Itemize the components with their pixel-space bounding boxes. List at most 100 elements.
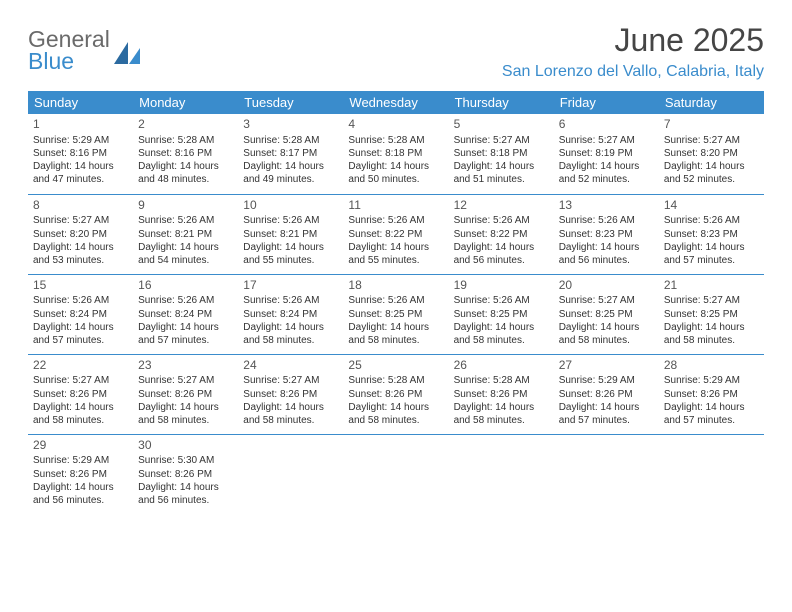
day-cell xyxy=(659,434,764,514)
sunset-text: Sunset: 8:18 PM xyxy=(348,147,443,160)
daylight-text: and 55 minutes. xyxy=(243,254,338,267)
sunrise-text: Sunrise: 5:26 AM xyxy=(348,214,443,227)
day-cell: 12Sunrise: 5:26 AMSunset: 8:22 PMDayligh… xyxy=(449,194,554,274)
daylight-text: and 57 minutes. xyxy=(664,254,759,267)
daylight-text: Daylight: 14 hours xyxy=(33,241,128,254)
col-tuesday: Tuesday xyxy=(238,91,343,114)
day-number: 18 xyxy=(348,278,443,294)
sunset-text: Sunset: 8:26 PM xyxy=(454,388,549,401)
day-cell: 5Sunrise: 5:27 AMSunset: 8:18 PMDaylight… xyxy=(449,114,554,194)
sunset-text: Sunset: 8:22 PM xyxy=(348,228,443,241)
sunset-text: Sunset: 8:26 PM xyxy=(243,388,338,401)
day-number: 8 xyxy=(33,198,128,214)
day-cell: 7Sunrise: 5:27 AMSunset: 8:20 PMDaylight… xyxy=(659,114,764,194)
day-number: 3 xyxy=(243,117,338,133)
day-number: 6 xyxy=(559,117,654,133)
day-cell: 21Sunrise: 5:27 AMSunset: 8:25 PMDayligh… xyxy=(659,274,764,354)
sunset-text: Sunset: 8:26 PM xyxy=(559,388,654,401)
sunrise-text: Sunrise: 5:26 AM xyxy=(348,294,443,307)
daylight-text: Daylight: 14 hours xyxy=(559,241,654,254)
daylight-text: Daylight: 14 hours xyxy=(33,481,128,494)
daylight-text: Daylight: 14 hours xyxy=(348,401,443,414)
sunset-text: Sunset: 8:26 PM xyxy=(33,388,128,401)
daylight-text: and 58 minutes. xyxy=(559,334,654,347)
sunset-text: Sunset: 8:26 PM xyxy=(664,388,759,401)
day-cell: 29Sunrise: 5:29 AMSunset: 8:26 PMDayligh… xyxy=(28,434,133,514)
day-cell: 4Sunrise: 5:28 AMSunset: 8:18 PMDaylight… xyxy=(343,114,448,194)
sunrise-text: Sunrise: 5:29 AM xyxy=(33,454,128,467)
sunrise-text: Sunrise: 5:26 AM xyxy=(454,294,549,307)
daylight-text: and 47 minutes. xyxy=(33,173,128,186)
sunrise-text: Sunrise: 5:26 AM xyxy=(243,214,338,227)
daylight-text: and 51 minutes. xyxy=(454,173,549,186)
daylight-text: and 54 minutes. xyxy=(138,254,233,267)
title-block: June 2025 San Lorenzo del Vallo, Calabri… xyxy=(502,22,764,81)
daylight-text: Daylight: 14 hours xyxy=(664,241,759,254)
day-header-row: Sunday Monday Tuesday Wednesday Thursday… xyxy=(28,91,764,114)
sunrise-text: Sunrise: 5:27 AM xyxy=(664,134,759,147)
sunset-text: Sunset: 8:16 PM xyxy=(138,147,233,160)
daylight-text: and 58 minutes. xyxy=(348,334,443,347)
daylight-text: Daylight: 14 hours xyxy=(138,401,233,414)
day-cell: 23Sunrise: 5:27 AMSunset: 8:26 PMDayligh… xyxy=(133,354,238,434)
day-cell: 22Sunrise: 5:27 AMSunset: 8:26 PMDayligh… xyxy=(28,354,133,434)
day-cell: 27Sunrise: 5:29 AMSunset: 8:26 PMDayligh… xyxy=(554,354,659,434)
brand-blue: Blue xyxy=(28,50,110,73)
daylight-text: Daylight: 14 hours xyxy=(243,241,338,254)
day-cell: 28Sunrise: 5:29 AMSunset: 8:26 PMDayligh… xyxy=(659,354,764,434)
col-monday: Monday xyxy=(133,91,238,114)
sunrise-text: Sunrise: 5:26 AM xyxy=(33,294,128,307)
day-cell: 18Sunrise: 5:26 AMSunset: 8:25 PMDayligh… xyxy=(343,274,448,354)
daylight-text: Daylight: 14 hours xyxy=(559,401,654,414)
sunrise-text: Sunrise: 5:28 AM xyxy=(348,374,443,387)
daylight-text: Daylight: 14 hours xyxy=(454,241,549,254)
day-number: 11 xyxy=(348,198,443,214)
day-number: 5 xyxy=(454,117,549,133)
daylight-text: and 58 minutes. xyxy=(243,414,338,427)
sunrise-text: Sunrise: 5:27 AM xyxy=(664,294,759,307)
sunset-text: Sunset: 8:24 PM xyxy=(138,308,233,321)
sunset-text: Sunset: 8:18 PM xyxy=(454,147,549,160)
day-cell: 15Sunrise: 5:26 AMSunset: 8:24 PMDayligh… xyxy=(28,274,133,354)
daylight-text: and 55 minutes. xyxy=(348,254,443,267)
day-cell xyxy=(449,434,554,514)
sunset-text: Sunset: 8:20 PM xyxy=(33,228,128,241)
daylight-text: Daylight: 14 hours xyxy=(348,321,443,334)
sunset-text: Sunset: 8:17 PM xyxy=(243,147,338,160)
day-cell: 10Sunrise: 5:26 AMSunset: 8:21 PMDayligh… xyxy=(238,194,343,274)
daylight-text: and 57 minutes. xyxy=(664,414,759,427)
day-number: 15 xyxy=(33,278,128,294)
daylight-text: Daylight: 14 hours xyxy=(33,160,128,173)
daylight-text: and 56 minutes. xyxy=(454,254,549,267)
daylight-text: and 58 minutes. xyxy=(243,334,338,347)
day-cell xyxy=(343,434,448,514)
day-number: 22 xyxy=(33,358,128,374)
col-friday: Friday xyxy=(554,91,659,114)
sunrise-text: Sunrise: 5:29 AM xyxy=(664,374,759,387)
sunset-text: Sunset: 8:25 PM xyxy=(454,308,549,321)
sunrise-text: Sunrise: 5:26 AM xyxy=(138,294,233,307)
daylight-text: Daylight: 14 hours xyxy=(348,160,443,173)
day-cell: 17Sunrise: 5:26 AMSunset: 8:24 PMDayligh… xyxy=(238,274,343,354)
day-number: 9 xyxy=(138,198,233,214)
day-number: 25 xyxy=(348,358,443,374)
daylight-text: and 50 minutes. xyxy=(348,173,443,186)
sunrise-text: Sunrise: 5:26 AM xyxy=(664,214,759,227)
sail-icon xyxy=(114,42,140,64)
sunset-text: Sunset: 8:26 PM xyxy=(138,468,233,481)
day-number: 12 xyxy=(454,198,549,214)
sunset-text: Sunset: 8:22 PM xyxy=(454,228,549,241)
day-cell: 6Sunrise: 5:27 AMSunset: 8:19 PMDaylight… xyxy=(554,114,659,194)
daylight-text: Daylight: 14 hours xyxy=(243,160,338,173)
col-thursday: Thursday xyxy=(449,91,554,114)
daylight-text: Daylight: 14 hours xyxy=(138,481,233,494)
week-row: 22Sunrise: 5:27 AMSunset: 8:26 PMDayligh… xyxy=(28,354,764,434)
day-number: 30 xyxy=(138,438,233,454)
daylight-text: and 58 minutes. xyxy=(454,414,549,427)
day-cell: 20Sunrise: 5:27 AMSunset: 8:25 PMDayligh… xyxy=(554,274,659,354)
day-number: 28 xyxy=(664,358,759,374)
calendar-table: Sunday Monday Tuesday Wednesday Thursday… xyxy=(28,91,764,514)
sunrise-text: Sunrise: 5:30 AM xyxy=(138,454,233,467)
day-cell: 11Sunrise: 5:26 AMSunset: 8:22 PMDayligh… xyxy=(343,194,448,274)
day-cell: 14Sunrise: 5:26 AMSunset: 8:23 PMDayligh… xyxy=(659,194,764,274)
